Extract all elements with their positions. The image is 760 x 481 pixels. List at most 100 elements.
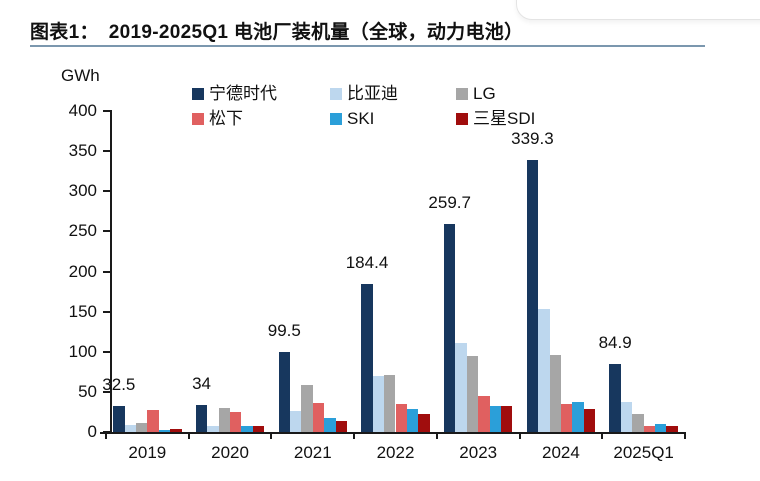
legend-item-SKI: SKI (330, 110, 456, 127)
bar-比亚迪-2023 (455, 342, 467, 432)
x-axis-category-label: 2020 (211, 443, 249, 462)
bar-LG-2019 (135, 422, 148, 432)
y-axis-tick (103, 230, 110, 233)
data-label-2019: 32.5 (102, 374, 136, 394)
legend-swatch-LG (456, 87, 468, 100)
x-axis-category-label: 2019 (128, 443, 167, 462)
bar-宁德时代-2023 (444, 223, 456, 432)
legend-label: 松下 (209, 109, 243, 128)
legend-label: 三星SDI (473, 109, 536, 128)
bar-三星SDI-2020 (252, 425, 265, 432)
x-axis-category-label: 2025Q1 (613, 443, 674, 462)
x-axis-category-label: 2024 (542, 443, 580, 462)
bar-三星SDI-2021 (335, 420, 347, 432)
bar-SKI-2024 (572, 401, 584, 432)
x-axis-tick (105, 433, 107, 439)
bar-SKI-2020 (241, 426, 253, 432)
legend-item-比亚迪: 比亚迪 (330, 85, 456, 102)
bar-宁德时代-2019 (113, 405, 125, 432)
y-axis-tick (103, 150, 110, 153)
bar-SKI-2022 (406, 408, 419, 432)
bar-LG-2021 (301, 385, 313, 432)
y-axis-tick (103, 270, 110, 273)
title-underline (30, 45, 705, 47)
y-axis-tick-label: 50 (78, 381, 97, 401)
bar-LG-2024 (549, 354, 561, 432)
y-axis-tick (103, 431, 110, 433)
y-axis-unit-label: GWh (61, 66, 100, 85)
y-axis-tick (103, 390, 110, 393)
bar-三星SDI-2023 (501, 406, 513, 432)
y-axis-tick (103, 310, 110, 313)
bar-LG-2025Q1 (632, 413, 644, 432)
x-axis-line (100, 432, 686, 434)
x-axis-category-label: 2023 (459, 443, 498, 462)
bar-比亚迪-2019 (124, 424, 136, 432)
data-label-2025Q1: 84.9 (598, 332, 632, 352)
bar-SKI-2023 (489, 405, 501, 432)
y-axis-tick-label: 400 (68, 101, 97, 120)
bar-三星SDI-2019 (170, 428, 182, 432)
bar-松下-2022 (395, 403, 407, 432)
bar-松下-2025Q1 (643, 426, 656, 432)
legend-item-LG: LG (456, 85, 535, 102)
bar-宁德时代-2022 (361, 284, 373, 432)
bar-比亚迪-2024 (538, 309, 550, 432)
bar-比亚迪-2020 (207, 425, 219, 432)
bar-SKI-2019 (158, 430, 171, 432)
y-axis-tick (103, 190, 110, 193)
card-corner-decoration (516, 0, 760, 20)
bar-SKI-2025Q1 (655, 423, 667, 432)
bar-三星SDI-2024 (583, 408, 596, 432)
legend-swatch-松下 (192, 112, 204, 125)
legend-swatch-比亚迪 (330, 87, 342, 100)
legend-item-三星SDI: 三星SDI (456, 110, 535, 127)
x-axis-category-label: 2022 (376, 443, 415, 462)
bar-LG-2022 (384, 375, 396, 432)
y-axis-tick (103, 110, 110, 112)
data-label-2022: 184.4 (345, 253, 389, 273)
data-label-2024: 339.3 (511, 128, 554, 148)
figure-title: 图表1： 2019-2025Q1 电池厂装机量（全球，动力电池） (30, 17, 523, 44)
data-label-2023: 259.7 (428, 192, 471, 212)
x-axis-tick (601, 433, 604, 439)
x-axis-tick (435, 433, 438, 439)
y-axis-tick-label: 200 (68, 261, 97, 281)
legend-swatch-三星SDI (456, 112, 468, 125)
x-axis-tick (187, 433, 190, 439)
bar-松下-2020 (230, 411, 242, 432)
bar-松下-2023 (478, 395, 490, 432)
figure-title-text: 2019-2025Q1 电池厂装机量（全球，动力电池） (108, 22, 524, 43)
figure-label: 图表1： (30, 22, 99, 43)
x-axis-tick (518, 433, 521, 439)
bar-比亚迪-2025Q1 (620, 402, 633, 432)
bar-宁德时代-2020 (195, 404, 208, 432)
legend-swatch-SKI (330, 112, 342, 125)
y-axis-tick-label: 150 (68, 301, 97, 321)
bar-SKI-2021 (324, 418, 336, 432)
legend-label: SKI (347, 109, 375, 128)
x-axis-tick (270, 433, 273, 439)
bar-松下-2019 (147, 409, 159, 432)
y-axis-tick-label: 350 (68, 141, 97, 161)
legend-label: 比亚迪 (347, 84, 398, 103)
bar-松下-2024 (560, 403, 573, 432)
y-axis-tick-label: 100 (68, 341, 97, 361)
y-axis-tick-label: 300 (68, 181, 97, 201)
legend-label: LG (473, 84, 496, 103)
x-axis-tick (353, 433, 356, 439)
legend-label: 宁德时代 (209, 84, 277, 103)
legend-item-松下: 松下 (192, 110, 330, 127)
x-axis-category-label: 2021 (293, 443, 332, 462)
legend-item-宁德时代: 宁德时代 (192, 85, 330, 102)
data-label-2020: 34 (192, 373, 212, 393)
y-axis-tick-label: 0 (87, 422, 97, 441)
bar-宁德时代-2024 (526, 159, 539, 432)
bar-三星SDI-2025Q1 (666, 426, 678, 432)
legend-swatch-宁德时代 (192, 87, 204, 100)
chart-legend: 宁德时代 比亚迪 LG 松下 SKI 三星SDI (192, 81, 535, 131)
bar-LG-2020 (218, 407, 231, 432)
bar-比亚迪-2022 (372, 375, 385, 432)
y-axis-line (110, 110, 112, 434)
